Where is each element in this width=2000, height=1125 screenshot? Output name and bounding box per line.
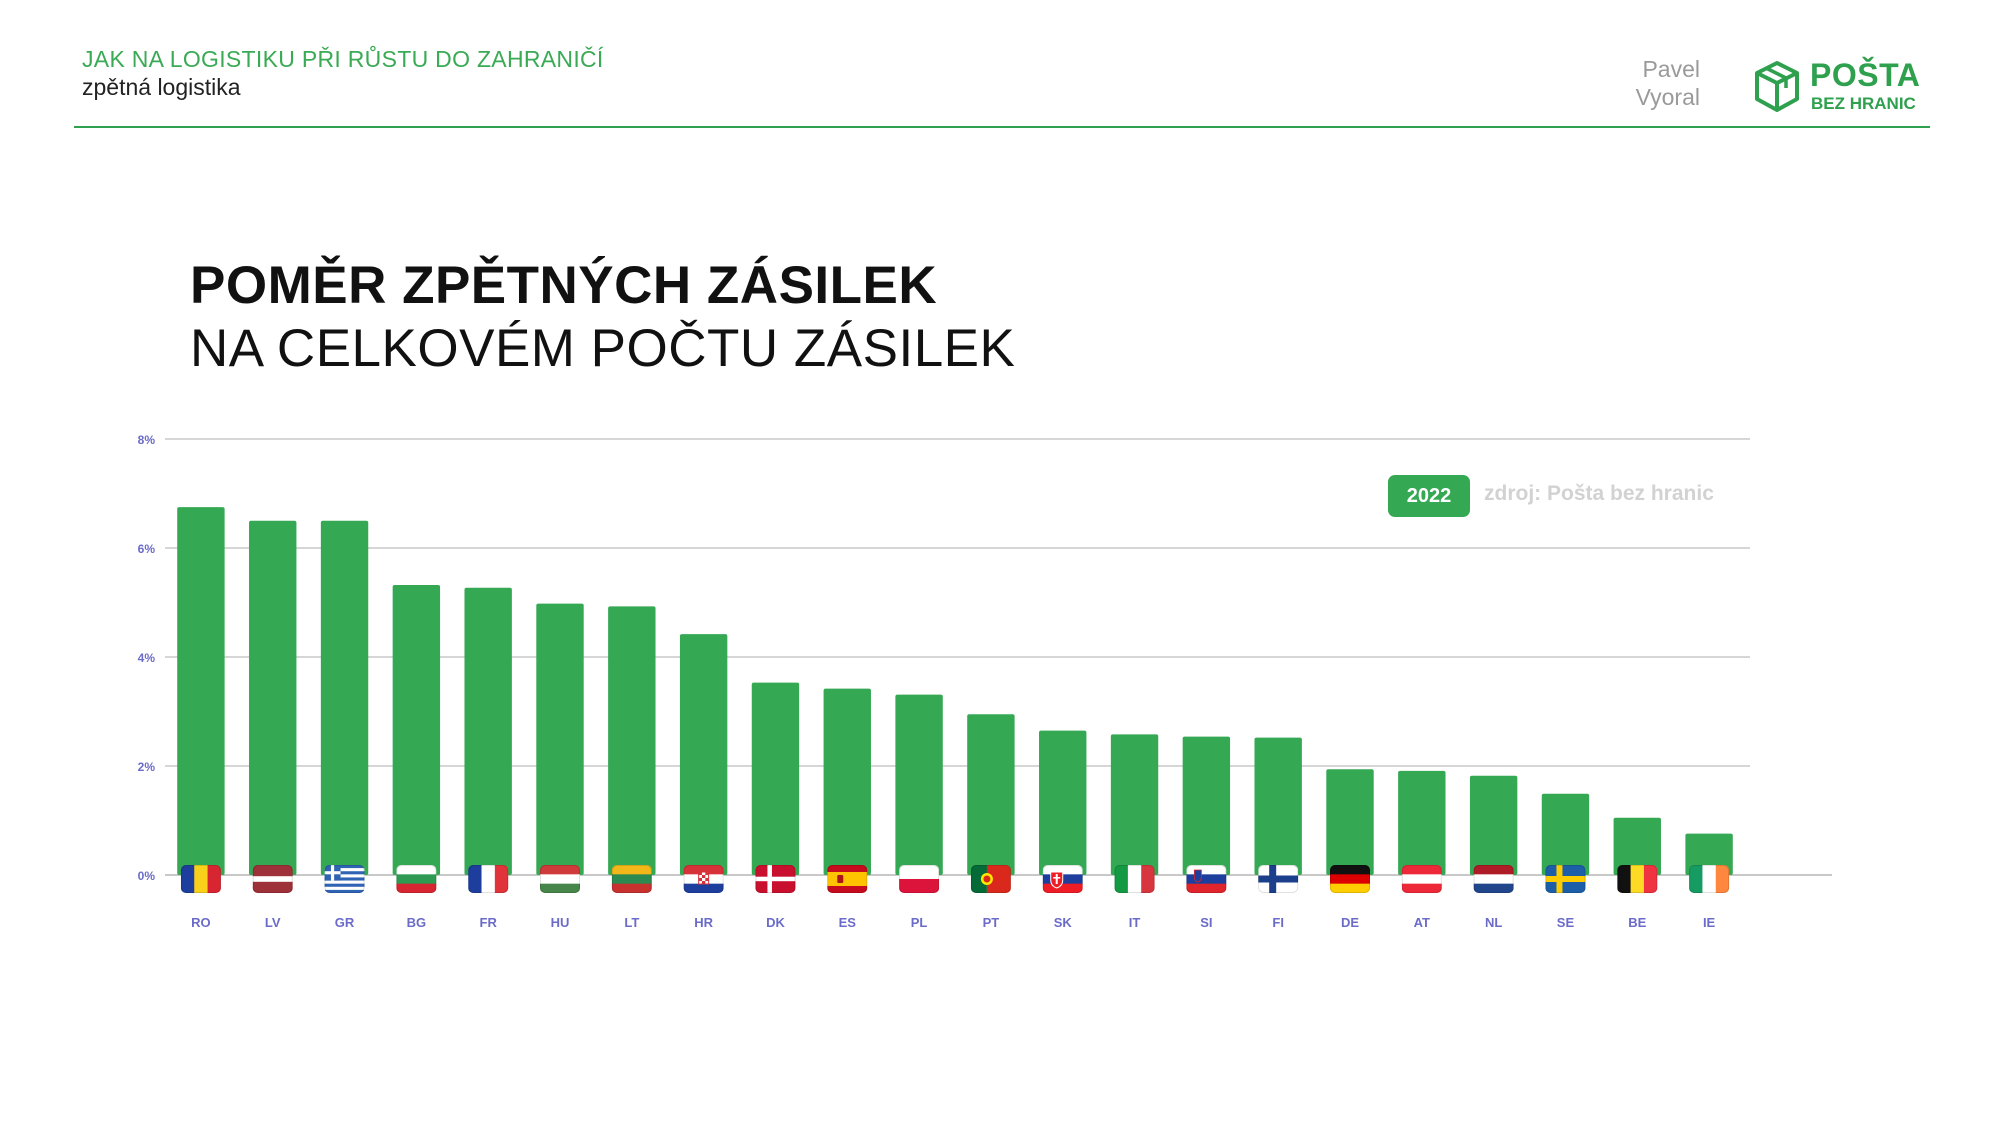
y-tick-label: 0% <box>138 869 156 883</box>
bar-es <box>823 688 871 875</box>
flag-bg <box>396 865 437 893</box>
x-tick-label: LV <box>265 915 281 930</box>
flag-fi <box>1258 865 1299 893</box>
bar-dk <box>751 682 800 875</box>
logo: POŠTA BEZ HRANIC <box>1752 57 1922 117</box>
bar-fr <box>464 587 512 875</box>
author-last-name: Vyoral <box>1635 84 1700 110</box>
slide-title-line1: POMĚR ZPĚTNÝCH ZÁSILEK <box>190 256 938 315</box>
x-tick-label: SK <box>1054 915 1073 930</box>
flag-be <box>1617 865 1658 893</box>
bar-be <box>1613 817 1661 875</box>
flag-pt <box>970 865 1011 893</box>
bar-hu <box>536 603 584 875</box>
x-tick-label: DK <box>766 915 785 930</box>
author-name: Pavel Vyoral <box>1600 55 1700 111</box>
author-first-name: Pavel <box>1642 56 1700 82</box>
presentation-subtitle: zpětná logistika <box>82 74 241 100</box>
slide-title-line2: NA CELKOVÉM POČTU ZÁSILEK <box>190 319 1016 378</box>
flag-nl <box>1473 865 1514 893</box>
flag-se <box>1545 865 1586 893</box>
x-tick-label: IE <box>1703 915 1716 930</box>
flag-si <box>1186 865 1227 893</box>
flag-fr <box>468 865 509 893</box>
flag-de <box>1330 865 1370 893</box>
y-tick-label: 6% <box>138 542 156 556</box>
flag-hu <box>540 865 580 893</box>
bar-de <box>1326 769 1374 875</box>
x-tick-label: SI <box>1200 915 1212 930</box>
flag-at <box>1401 865 1442 893</box>
bars <box>177 507 1733 875</box>
x-tick-label: DE <box>1341 915 1359 930</box>
logo-main-text: POŠTA <box>1810 57 1921 93</box>
y-axis-ticks: 0% 2% 4% 6% 8% <box>138 433 156 883</box>
x-tick-label: RO <box>191 915 211 930</box>
x-tick-label: BE <box>1628 915 1646 930</box>
bar-it <box>1110 734 1159 875</box>
bar-lt <box>608 606 656 875</box>
x-tick-label: GR <box>335 915 355 930</box>
y-tick-label: 8% <box>138 433 156 447</box>
x-tick-label: NL <box>1485 915 1502 930</box>
bar-ie <box>1685 833 1733 875</box>
flag-gr <box>324 865 365 893</box>
flag-sk <box>1042 865 1083 893</box>
x-tick-label: IT <box>1129 915 1141 930</box>
source-note: zdroj: Pošta bez hranic <box>1484 482 1714 505</box>
bar-fi <box>1254 737 1302 875</box>
bar-at <box>1398 770 1446 875</box>
flag-hr <box>683 865 724 893</box>
x-tick-label: HU <box>551 915 570 930</box>
x-tick-label: HR <box>694 915 713 930</box>
x-tick-label: FR <box>480 915 498 930</box>
x-tick-label: SE <box>1557 915 1575 930</box>
flag-lv <box>252 865 293 893</box>
flag-lt <box>611 865 652 893</box>
presentation-title: JAK NA LOGISTIKU PŘI RŮSTU DO ZAHRANIČÍ <box>82 46 604 72</box>
flag-dk <box>755 865 796 893</box>
flag-pl <box>899 865 940 893</box>
bar-sk <box>1039 730 1087 875</box>
bar-lv <box>249 520 297 875</box>
x-tick-label: PT <box>983 915 1000 930</box>
flag-es <box>827 865 868 893</box>
year-badge: 2022 <box>1388 475 1470 517</box>
x-tick-label: FI <box>1272 915 1284 930</box>
flag-it <box>1114 865 1155 893</box>
bar-pt <box>967 714 1015 875</box>
bar-hr <box>679 634 728 875</box>
box-icon <box>1755 61 1799 112</box>
bar-si <box>1182 736 1231 875</box>
y-tick-label: 4% <box>138 651 156 665</box>
bar-nl <box>1469 775 1518 875</box>
header-divider <box>74 126 1930 128</box>
x-axis-labels: RO LV GR BG FR HU LT HR DK ES PL PT SK IT SI FI DE AT NL SE… <box>191 915 1715 930</box>
logo-sub-text: BEZ HRANIC <box>1811 94 1916 113</box>
bar-gr <box>320 520 369 875</box>
y-tick-label: 2% <box>138 760 156 774</box>
bar-se <box>1541 793 1590 875</box>
x-tick-label: ES <box>839 915 857 930</box>
bar-ro <box>177 507 225 875</box>
bar-bg <box>392 585 441 875</box>
x-tick-label: BG <box>407 915 427 930</box>
flag-ie <box>1689 865 1730 893</box>
bar-pl <box>895 694 943 875</box>
flag-ro <box>180 865 221 893</box>
country-flags <box>180 865 1730 893</box>
x-tick-label: LT <box>624 915 639 930</box>
x-tick-label: PL <box>911 915 928 930</box>
x-tick-label: AT <box>1414 915 1430 930</box>
